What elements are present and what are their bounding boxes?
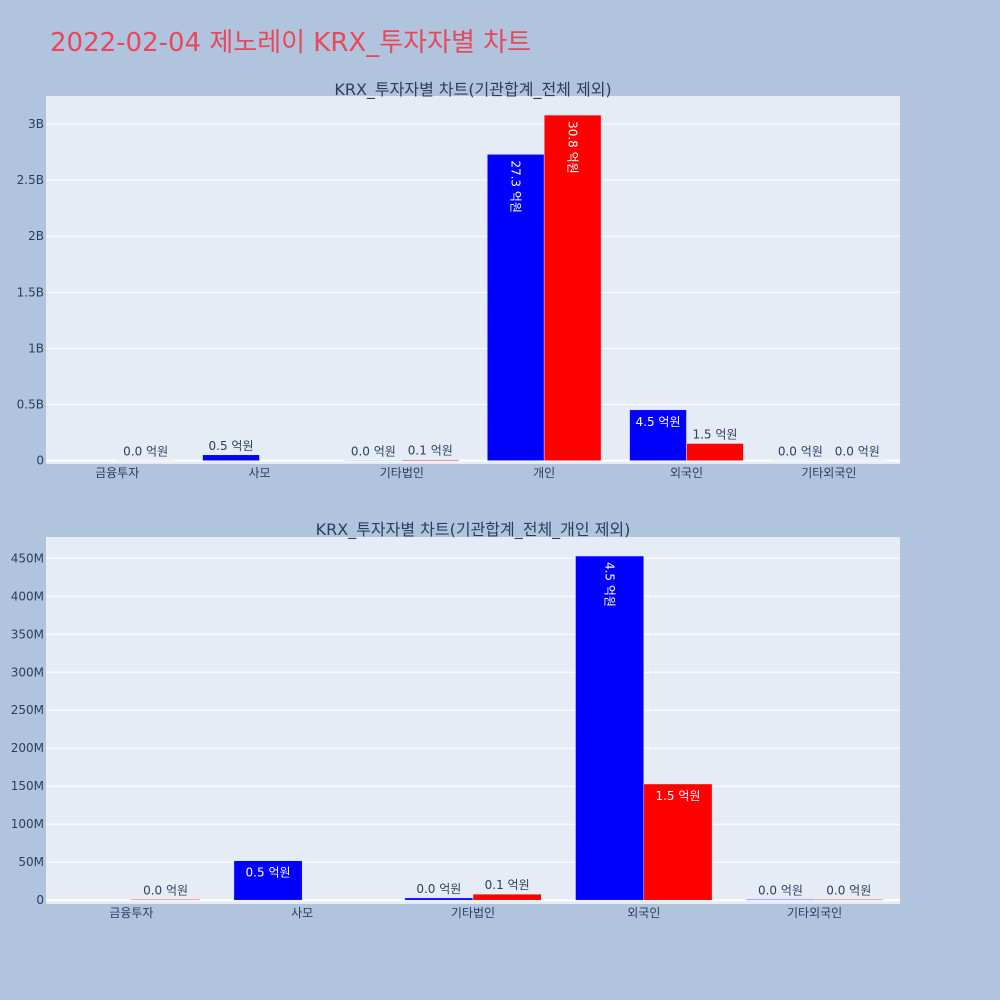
- bar-value-label: 1.5 억원: [692, 427, 737, 441]
- bar: [486, 154, 545, 461]
- bar: [814, 899, 884, 901]
- x-tick-label: 기타법인: [451, 906, 495, 920]
- x-tick-label: 사모: [291, 906, 313, 920]
- bar-value-label: 4.5 억원: [636, 415, 681, 429]
- bar: [575, 555, 645, 901]
- bar-value-label: 0.0 억원: [835, 445, 880, 459]
- bar-value-label: 0.0 억원: [416, 882, 461, 896]
- bar: [401, 459, 460, 461]
- bar: [746, 899, 815, 901]
- bar-value-label: 0.5 억원: [246, 866, 291, 880]
- x-tick-label: 외국인: [670, 466, 703, 480]
- bar-value-label: 0.1 억원: [408, 444, 453, 458]
- bar-value-label: 0.0 억원: [778, 445, 823, 459]
- x-tick-label: 외국인: [627, 906, 660, 920]
- page-title: 2022-02-04 제노레이 KRX_투자자별 차트: [50, 28, 532, 58]
- y-tick-label: 150M: [11, 779, 44, 793]
- bar-value-label: 0.0 억원: [143, 883, 188, 897]
- y-tick-label: 0: [36, 893, 44, 907]
- bar-value-label: 1.5 억원: [655, 789, 700, 803]
- y-tick-label: 300M: [11, 665, 44, 679]
- chart-title: KRX_투자자별 차트(기관합계_전체 제외): [334, 80, 611, 100]
- y-tick-label: 0.5B: [17, 398, 44, 412]
- bar: [629, 409, 687, 461]
- y-tick-label: 450M: [11, 551, 44, 565]
- bar-value-label: 0.0 억원: [826, 883, 871, 897]
- bar: [131, 899, 200, 901]
- plot-area: [46, 537, 900, 904]
- bar: [472, 893, 542, 901]
- x-tick-label: 금융투자: [109, 906, 153, 920]
- bar-value-label: 0.0 억원: [351, 444, 396, 458]
- x-tick-label: 개인: [533, 466, 555, 480]
- chart-title: KRX_투자자별 차트(기관합계_전체_개인 제외): [316, 520, 631, 540]
- y-tick-label: 350M: [11, 627, 44, 641]
- bar-value-label: 27.3 억원: [509, 160, 523, 213]
- y-tick-label: 250M: [11, 703, 44, 717]
- y-tick-label: 1.5B: [17, 285, 44, 299]
- y-tick-label: 2.5B: [17, 173, 44, 187]
- y-tick-label: 100M: [11, 817, 44, 831]
- y-tick-label: 0: [36, 454, 44, 468]
- bar-value-label: 4.5 억원: [603, 562, 617, 607]
- y-tick-label: 2B: [28, 229, 44, 243]
- bar: [404, 897, 474, 901]
- bar: [543, 114, 602, 461]
- bar-value-label: 0.0 억원: [758, 883, 803, 897]
- x-tick-label: 기타외국인: [787, 906, 842, 920]
- y-tick-label: 3B: [28, 117, 44, 131]
- plot-area: [46, 96, 900, 464]
- x-tick-label: 기타외국인: [801, 466, 856, 480]
- chart-top: KRX_투자자별 차트(기관합계_전체 제외) 0 0.5B 1B 1.5B 2B 2.5B…: [17, 80, 900, 480]
- x-tick-label: 기타법인: [380, 466, 424, 480]
- y-tick-label: 200M: [11, 741, 44, 755]
- bar-value-label: 0.5 억원: [209, 439, 254, 453]
- y-tick-label: 1B: [28, 341, 44, 355]
- bar-value-label: 0.0 억원: [123, 445, 168, 459]
- bar-value-label: 0.1 억원: [485, 878, 530, 892]
- bar: [202, 454, 260, 461]
- bar: [686, 443, 744, 461]
- x-tick-label: 금융투자: [95, 466, 139, 480]
- bar: [643, 783, 713, 901]
- y-tick-label: 50M: [18, 855, 44, 869]
- bar-value-label: 30.8 억원: [566, 121, 580, 174]
- bar: [233, 860, 303, 901]
- x-tick-label: 사모: [248, 466, 270, 480]
- y-tick-label: 400M: [11, 589, 44, 603]
